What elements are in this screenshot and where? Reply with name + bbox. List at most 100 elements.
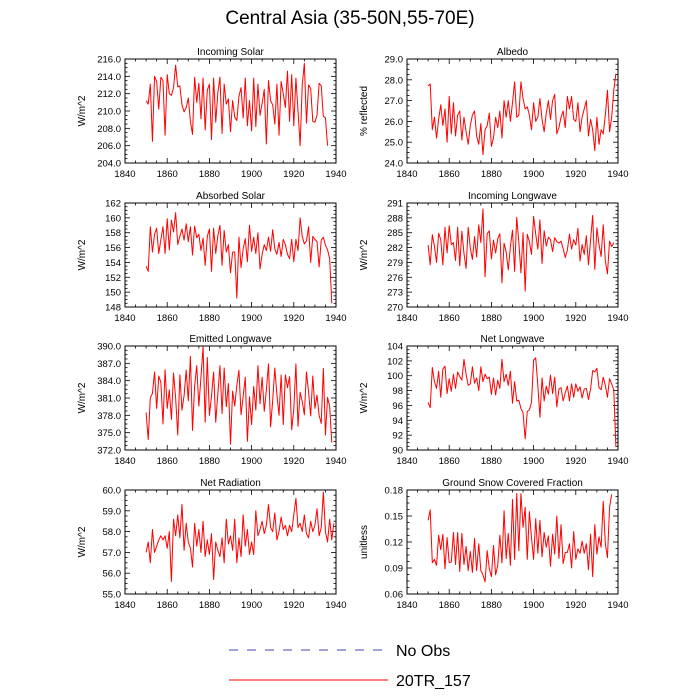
- x-tick-label: 1860: [157, 169, 178, 180]
- y-tick-label: 57.0: [103, 548, 122, 559]
- y-tick-label: 102: [387, 356, 403, 367]
- x-tick-label: 1840: [396, 313, 417, 324]
- y-tick-label: 273: [387, 288, 403, 299]
- y-axis-label: W/m^2: [77, 382, 88, 413]
- y-tick-label: 204.0: [97, 159, 121, 170]
- y-tick-label: 212.0: [97, 89, 121, 100]
- x-tick-label: 1940: [325, 600, 346, 611]
- y-tick-label: 372.0: [97, 446, 121, 457]
- x-tick-label: 1900: [241, 600, 262, 611]
- x-tick-label: 1920: [283, 169, 304, 180]
- y-tick-label: 98: [392, 386, 403, 397]
- y-tick-label: 59.0: [103, 506, 122, 517]
- y-tick-label: 29.0: [385, 55, 404, 66]
- y-tick-label: 0.18: [385, 486, 404, 497]
- y-tick-label: 381.0: [97, 394, 121, 405]
- x-tick-label: 1940: [607, 169, 628, 180]
- y-tick-label: 158: [105, 228, 121, 239]
- chart-panel: Albedo % reflected 1840 1860 1880 1900 1920 194…: [359, 47, 629, 180]
- y-tick-label: 96: [392, 401, 403, 412]
- y-tick-label: 148: [105, 303, 121, 314]
- x-tick-label: 1940: [325, 169, 346, 180]
- series-line-20tr-157: [145, 491, 335, 583]
- x-tick-label: 1880: [481, 600, 502, 611]
- x-tick-label: 1860: [157, 600, 178, 611]
- y-tick-label: 152: [105, 273, 121, 284]
- y-tick-label: 100: [387, 371, 403, 382]
- y-tick-label: 270: [387, 303, 403, 314]
- plot-frame: [124, 489, 337, 595]
- y-tick-label: 162: [105, 199, 121, 210]
- x-tick-label: 1920: [283, 313, 304, 324]
- x-tick-label: 1920: [565, 600, 586, 611]
- plot-frame: [406, 58, 619, 164]
- y-tick-label: 156: [105, 243, 121, 254]
- y-tick-label: 210.0: [97, 107, 121, 118]
- y-tick-label: 154: [105, 258, 121, 269]
- x-tick-label: 1920: [283, 456, 304, 467]
- y-tick-label: 160: [105, 213, 121, 224]
- y-axis-label: W/m^2: [77, 526, 88, 557]
- x-tick-label: 1840: [114, 313, 135, 324]
- chart-title: Incoming Longwave: [468, 191, 557, 202]
- x-tick-label: 1860: [439, 600, 460, 611]
- plot-frame: [406, 202, 619, 308]
- y-tick-label: 0.12: [385, 538, 404, 549]
- y-tick-label: 104: [387, 342, 403, 353]
- y-axis-label: W/m^2: [359, 382, 370, 413]
- y-tick-label: 208.0: [97, 124, 121, 135]
- x-tick-label: 1900: [241, 456, 262, 467]
- y-axis-label: W/m^2: [77, 95, 88, 126]
- x-tick-label: 1940: [607, 600, 628, 611]
- chart-panel: Incoming Longwave W/m^2 1840 1860 1880 1900 19…: [359, 191, 629, 324]
- series-line-20tr-157: [427, 492, 613, 583]
- x-tick-label: 1900: [523, 313, 544, 324]
- series-line-20tr-157: [427, 208, 615, 292]
- y-tick-label: 378.0: [97, 411, 121, 422]
- y-tick-label: 291: [387, 199, 403, 210]
- x-tick-label: 1920: [565, 169, 586, 180]
- x-tick-label: 1900: [523, 456, 544, 467]
- chart-title: Ground Snow Covered Fraction: [442, 478, 583, 489]
- chart-title: Net Longwave: [481, 334, 545, 345]
- x-tick-label: 1860: [157, 456, 178, 467]
- x-tick-label: 1940: [325, 456, 346, 467]
- x-tick-label: 1880: [481, 169, 502, 180]
- y-tick-label: 375.0: [97, 428, 121, 439]
- y-tick-label: 150: [105, 288, 121, 299]
- chart-title: Emitted Longwave: [189, 334, 272, 345]
- y-axis-label: W/m^2: [359, 239, 370, 270]
- x-tick-label: 1940: [325, 313, 346, 324]
- chart-title: Incoming Solar: [197, 47, 264, 58]
- y-tick-label: 0.06: [385, 590, 404, 601]
- y-axis-label: W/m^2: [77, 239, 88, 270]
- x-tick-label: 1900: [241, 313, 262, 324]
- x-tick-label: 1920: [283, 600, 304, 611]
- y-axis-label: unitless: [359, 525, 370, 559]
- x-tick-label: 1920: [565, 456, 586, 467]
- y-tick-label: 92: [392, 431, 403, 442]
- x-tick-label: 1940: [607, 456, 628, 467]
- chart-panel: Net Radiation W/m^2 1840 1860 1880 1900 1920 19…: [77, 478, 347, 611]
- y-tick-label: 58.0: [103, 527, 122, 538]
- x-tick-label: 1840: [396, 600, 417, 611]
- series-line-20tr-157: [427, 73, 617, 156]
- x-tick-label: 1860: [439, 169, 460, 180]
- chart-panel: Emitted Longwave W/m^2 1840 1860 1880 1900 192…: [77, 334, 347, 467]
- chart-title: Absorbed Solar: [196, 191, 266, 202]
- y-tick-label: 90: [392, 446, 403, 457]
- chart-panel: Incoming Solar W/m^2 1840 1860 1880 1900 1920 1…: [77, 47, 347, 180]
- series-line-20tr-157: [145, 212, 333, 304]
- y-tick-label: 206.0: [97, 141, 121, 152]
- y-tick-label: 55.0: [103, 590, 122, 601]
- x-tick-label: 1840: [396, 169, 417, 180]
- x-tick-label: 1900: [241, 169, 262, 180]
- x-tick-label: 1940: [607, 313, 628, 324]
- x-tick-label: 1860: [439, 456, 460, 467]
- chart-title: Net Radiation: [200, 478, 261, 489]
- y-tick-label: 24.0: [385, 159, 404, 170]
- x-tick-label: 1880: [199, 600, 220, 611]
- x-tick-label: 1880: [199, 456, 220, 467]
- chart-panel: Net Longwave W/m^2 1840 1860 1880 1900 1920 194…: [359, 334, 629, 467]
